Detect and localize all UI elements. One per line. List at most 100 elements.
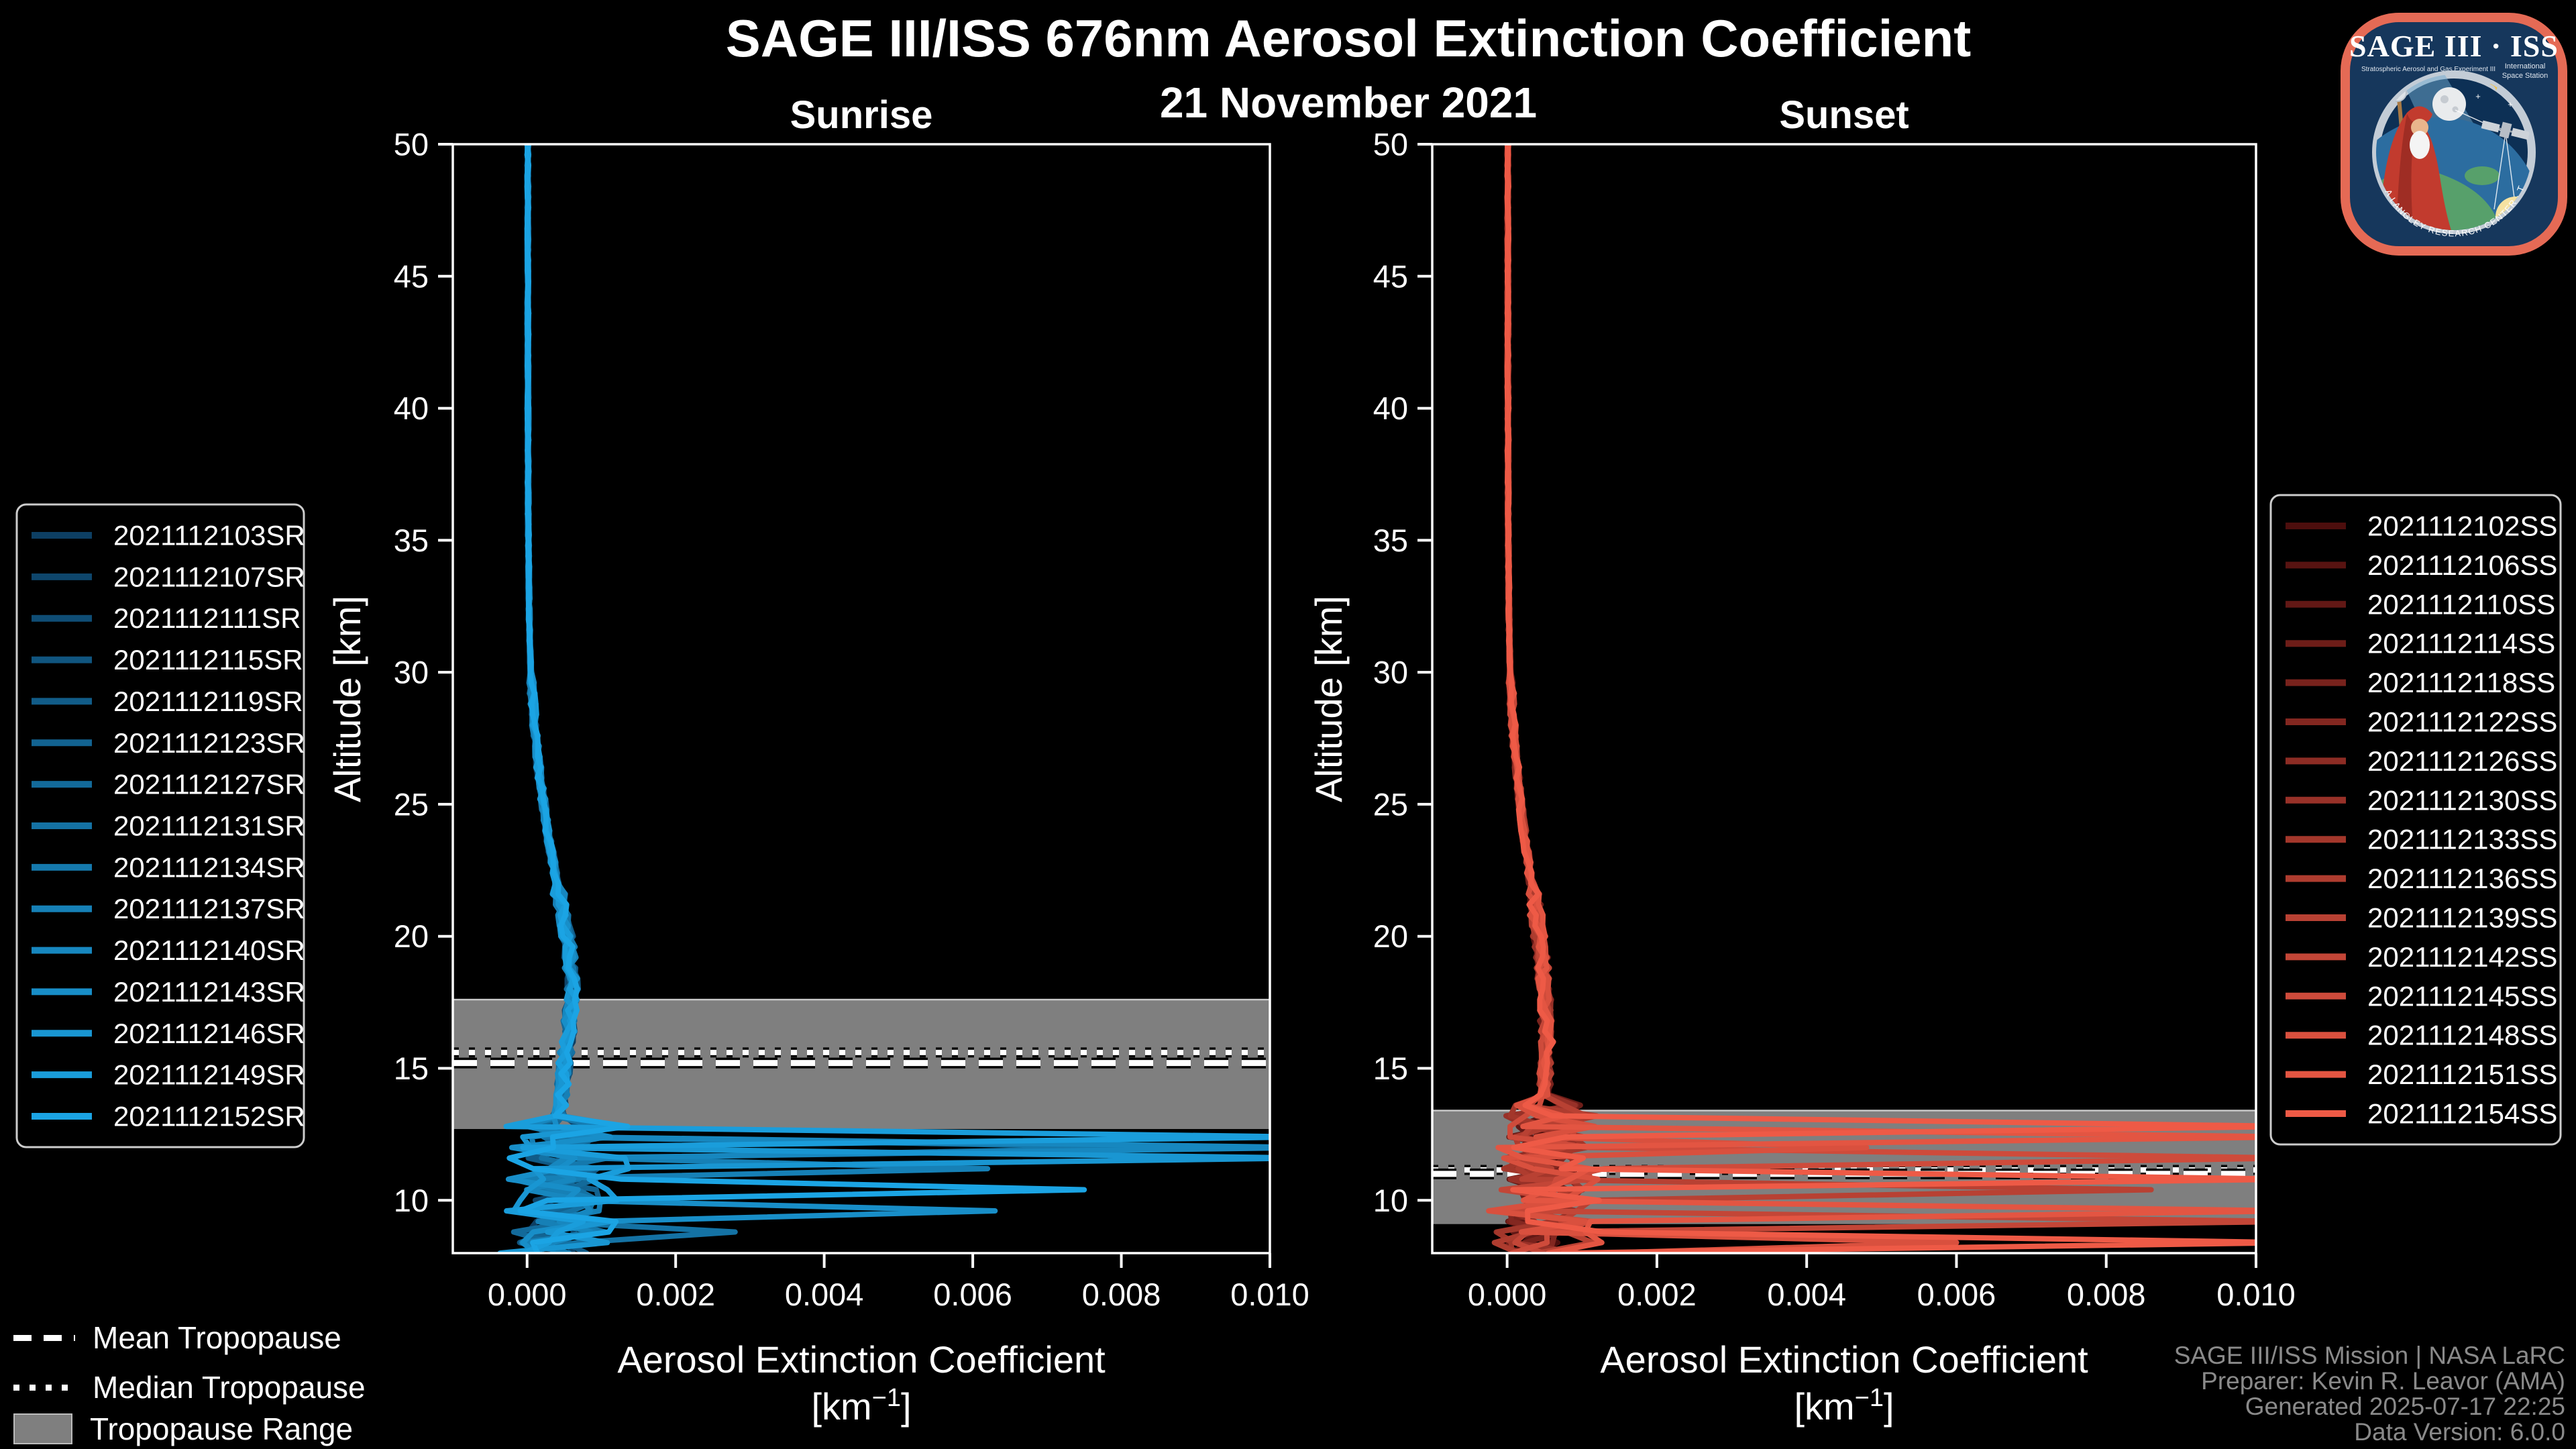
- tropopause-legend-range-row: Tropopause Range: [13, 1411, 353, 1446]
- legend-label: 2021112115SR: [113, 644, 303, 676]
- y-tick-label: 40: [1373, 390, 1408, 426]
- logo-hood: [2407, 106, 2432, 124]
- x-tick-label: 0.010: [2216, 1277, 2296, 1312]
- tropopause-legend-median-row: Median Tropopause: [13, 1370, 366, 1405]
- y-axis-label: Altitude [km]: [326, 596, 368, 802]
- profile-line-2021112154SS: [1504, 144, 2256, 1253]
- legend-label: 2021112152SR: [113, 1101, 305, 1132]
- y-tick-label: 10: [394, 1183, 429, 1218]
- figure-subtitle: 21 November 2021: [1159, 78, 1538, 127]
- y-tick-label: 45: [394, 258, 429, 294]
- logo-right-line1: International: [2505, 62, 2546, 70]
- legend-label: 2021112142SS: [2367, 941, 2557, 973]
- profile-line-2021112139SS: [1504, 144, 2154, 1253]
- figure-title: SAGE III/ISS 676nm Aerosol Extinction Co…: [725, 9, 1972, 68]
- axes-frame: [451, 143, 1271, 1254]
- legend-label: 2021112145SS: [2367, 980, 2557, 1012]
- mission-logo-svg: SAGE III · ISS Stratospheric Aerosol and…: [2337, 4, 2567, 256]
- y-tick-label: 15: [1373, 1051, 1408, 1086]
- x-tick-label: 0.006: [933, 1277, 1012, 1312]
- y-tick-label: 45: [1373, 258, 1408, 294]
- mean-tropopause-swatch: [13, 1334, 75, 1341]
- x-axis-label: Aerosol Extinction Coefficient: [1600, 1338, 2088, 1381]
- credit-line-version: Data Version: 6.0.0: [2354, 1418, 2565, 1446]
- y-tick-label: 35: [1373, 523, 1408, 558]
- logo-figure-beard: [2410, 131, 2430, 159]
- y-tick-label: 35: [394, 523, 429, 558]
- legend-label: 2021112122SS: [2367, 706, 2557, 738]
- credit-line-mission: SAGE III/ISS Mission | NASA LaRC: [2174, 1342, 2565, 1369]
- y-tick-label: 50: [394, 127, 429, 162]
- y-tick-label: 15: [394, 1051, 429, 1086]
- y-tick-label: 40: [394, 390, 429, 426]
- legend-label: 2021112111SR: [113, 602, 301, 634]
- x-axis-label: Aerosol Extinction Coefficient: [617, 1338, 1106, 1381]
- legend-label: 2021112107SR: [113, 561, 305, 592]
- profiles: [1486, 144, 2256, 1253]
- median-tropopause-swatch: [13, 1384, 75, 1391]
- legend-sunrise: 2021112103SR 2021112107SR 2021112111SR 2021…: [15, 503, 305, 1148]
- profile-line-2021112152SR: [506, 144, 1087, 1253]
- x-axis-unit: [km−1]: [1794, 1384, 1894, 1428]
- panel-title-sunset: Sunset: [1779, 93, 1909, 137]
- tropopause-legend-mean-row: Mean Tropopause: [13, 1320, 341, 1355]
- y-tick-label: 30: [1373, 655, 1408, 690]
- logo-moon-crater: [2440, 95, 2449, 103]
- y-tick-label: 10: [1373, 1183, 1408, 1218]
- legend-label: 2021112123SR: [113, 727, 305, 759]
- panel-title-sunrise: Sunrise: [790, 93, 933, 137]
- legend-box: [2269, 494, 2562, 1146]
- x-tick-label: 0.008: [2067, 1277, 2146, 1312]
- tropopause-range-label: Tropopause Range: [90, 1411, 354, 1446]
- x-tick-label: 0.002: [1617, 1277, 1697, 1312]
- profile-line-2021112151SS: [1495, 144, 2256, 1253]
- legend-label: 2021112119SR: [113, 686, 303, 717]
- x-axis-unit: [km−1]: [811, 1384, 911, 1428]
- y-tick-label: 20: [394, 918, 429, 954]
- mission-logo: SAGE III · ISS Stratospheric Aerosol and…: [2337, 4, 2568, 256]
- logo-tagline: Stratospheric Aerosol and Gas Experiment…: [2361, 66, 2496, 73]
- legend-label: 2021112140SR: [113, 934, 305, 966]
- x-tick-label: 0.004: [785, 1277, 864, 1312]
- logo-figure-robe: [2379, 113, 2453, 230]
- legend-label: 2021112130SS: [2367, 784, 2557, 816]
- y-tick-label: 25: [1373, 786, 1408, 822]
- legend-label: 2021112143SR: [113, 976, 305, 1008]
- legend-label: 2021112106SS: [2367, 549, 2557, 581]
- x-tick-label: 0.000: [488, 1277, 567, 1312]
- legend-label: 2021112139SS: [2367, 902, 2557, 934]
- logo-right-line2: Space Station: [2502, 72, 2548, 80]
- legend-label: 2021112134SR: [113, 851, 305, 883]
- logo-figure-face: [2411, 119, 2428, 136]
- legend-label: 2021112151SS: [2367, 1059, 2557, 1090]
- legend-label: 2021112137SR: [113, 893, 305, 924]
- logo-star-icon: +: [2475, 91, 2481, 101]
- y-tick-label: 20: [1373, 918, 1408, 954]
- x-tick-label: 0.002: [636, 1277, 715, 1312]
- credit-line-generated: Generated 2025-07-17 22:25: [2245, 1393, 2565, 1420]
- x-tick-label: 0.006: [1917, 1277, 1996, 1312]
- legend-label: 2021112118SS: [2367, 667, 2555, 698]
- y-tick-label: 25: [394, 786, 429, 822]
- logo-moon: [2432, 87, 2466, 121]
- legend-label: 2021112149SR: [113, 1059, 305, 1091]
- legend-label: 2021112133SS: [2367, 824, 2557, 855]
- profile-line-2021112145SS: [1495, 144, 2256, 1253]
- x-tick-label: 0.008: [1082, 1277, 1161, 1312]
- y-tick-label: 30: [394, 655, 429, 690]
- legend-label: 2021112114SS: [2367, 628, 2555, 659]
- x-tick-label: 0.000: [1468, 1277, 1547, 1312]
- profile-line-2021112142SS: [1498, 144, 2256, 1253]
- median-tropopause-label: Median Tropopause: [93, 1370, 366, 1405]
- credit-line-preparer: Preparer: Kevin R. Leavor (AMA): [2201, 1367, 2565, 1395]
- legend-label: 2021112154SS: [2367, 1098, 2557, 1130]
- logo-scene: ✦ + +: [2376, 74, 2532, 230]
- panel-sunrise: 0.000 0.002 0.004 0.006 0.008 0.010 10 15 20 25 30…: [326, 127, 1309, 1428]
- profile-line-2021112148SS: [1486, 144, 1960, 1253]
- logo-earth-island: [2465, 166, 2500, 185]
- legend-label: 2021112103SR: [113, 520, 305, 551]
- x-tick-label: 0.010: [1230, 1277, 1309, 1312]
- legend-label: 2021112102SS: [2367, 511, 2557, 542]
